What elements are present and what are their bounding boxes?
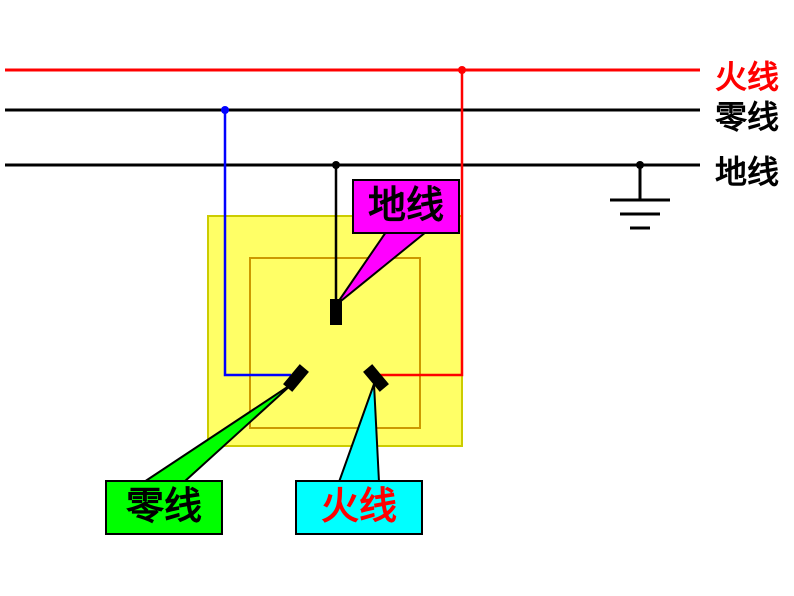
neutral-wire-label: 零线 [715, 92, 779, 138]
ground-callout-label: 地线 [352, 179, 460, 234]
live-callout-label: 火线 [295, 480, 423, 535]
neutral-callout-label: 零线 [105, 480, 223, 535]
ground-wire-label: 地线 [715, 147, 779, 193]
